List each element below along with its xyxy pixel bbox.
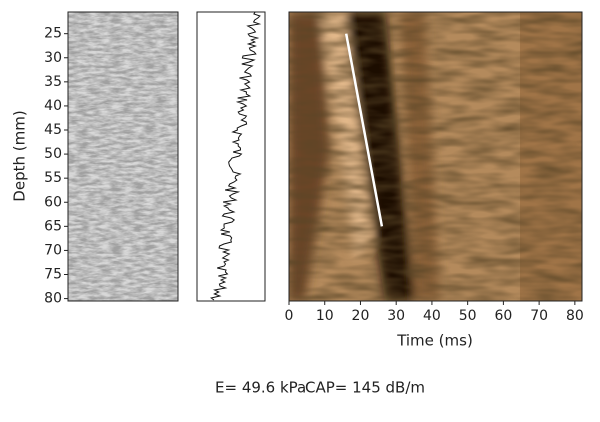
x-tick-label: 70 — [530, 308, 548, 324]
x-tick-label: 60 — [494, 308, 512, 324]
y-tick-label: 35 — [44, 74, 62, 90]
y-axis-label: Depth (mm) — [11, 110, 29, 201]
y-tick-label: 55 — [44, 170, 62, 186]
y-tick-label: 25 — [44, 26, 62, 42]
x-tick-label: 50 — [459, 308, 477, 324]
y-tick-label: 30 — [44, 50, 62, 66]
panel-frame — [196, 11, 266, 302]
ultrasound-speckle — [68, 12, 178, 301]
y-tick-label: 75 — [44, 267, 62, 283]
x-tick-label: 20 — [352, 308, 370, 324]
x-tick-label: 40 — [423, 308, 441, 324]
shear-wave-slope — [344, 33, 384, 227]
y-tick-label: 40 — [44, 98, 62, 114]
y-tick-label: 80 — [44, 291, 62, 307]
y-tick-label: 70 — [44, 242, 62, 258]
x-tick-label: 80 — [566, 308, 584, 324]
x-tick-label: 0 — [285, 308, 294, 324]
y-tick-label: 65 — [44, 218, 62, 234]
x-tick-label: 30 — [387, 308, 405, 324]
panel-frame — [288, 11, 583, 302]
elastography-image — [289, 12, 582, 301]
y-tick-label: 45 — [44, 122, 62, 138]
y-tick-label: 60 — [44, 194, 62, 210]
panel-frame — [67, 11, 179, 302]
signal-trace — [210, 11, 262, 301]
elasticity-value: E= 49.6 kPa — [215, 379, 306, 397]
y-tick-label: 50 — [44, 146, 62, 162]
x-axis-label: Time (ms) — [396, 332, 473, 350]
cap-value: CAP= 145 dB/m — [305, 379, 425, 397]
x-tick-label: 10 — [316, 308, 334, 324]
